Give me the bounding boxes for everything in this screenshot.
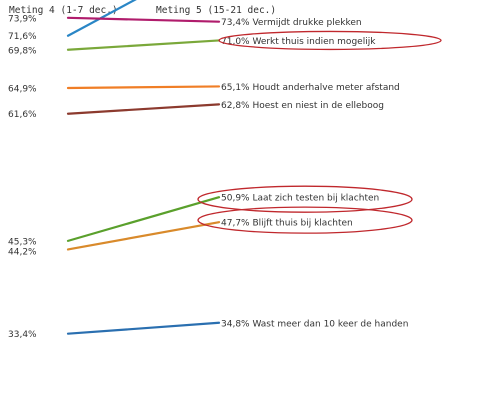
series-line-5: [66, 39, 221, 51]
start-value-3: 71,6%: [8, 32, 37, 42]
end-label-8: 50,9% Laat zich testen bij klachten: [221, 194, 379, 204]
highlight-ellipse-9: [197, 206, 413, 234]
start-value-7: 61,6%: [8, 110, 37, 120]
header-meting-4: Meting 4 (1-7 dec.): [9, 5, 118, 16]
series-line-4: [66, 16, 221, 23]
start-value-9: 44,2%: [8, 247, 37, 257]
end-label-4: 73,4% Vermijdt drukke plekken: [221, 18, 362, 28]
series-line-8: [66, 196, 221, 242]
end-label-10: 34,8% Wast meer dan 10 keer de handen: [221, 319, 408, 329]
series-line-6: [66, 85, 221, 90]
start-value-6: 64,9%: [8, 85, 37, 95]
header-meting-5: Meting 5 (15-21 dec.): [156, 5, 276, 16]
series-line-10: [66, 321, 221, 335]
highlight-ellipse-5: [218, 30, 442, 51]
series-line-3: [66, 0, 137, 37]
start-value-5: 69,8%: [8, 46, 37, 56]
series-line-7: [66, 103, 221, 115]
start-value-8: 45,3%: [8, 237, 37, 247]
series-lines: 98,4%97,8% Draagt mondkapje in OV95,2%96…: [8, 0, 408, 340]
series-line-9: [66, 221, 221, 251]
end-label-5: 71,0% Werkt thuis indien mogelijk: [221, 37, 376, 47]
highlight-ellipse-8: [197, 185, 413, 213]
highlight-ellipses: [197, 30, 442, 234]
start-value-4: 73,9%: [8, 14, 37, 24]
start-value-10: 33,4%: [8, 330, 37, 340]
end-label-9: 47,7% Blijft thuis bij klachten: [221, 219, 353, 229]
end-label-6: 65,1% Houdt anderhalve meter afstand: [221, 83, 400, 93]
end-label-7: 62,8% Hoest en niest in de elleboog: [221, 101, 384, 111]
